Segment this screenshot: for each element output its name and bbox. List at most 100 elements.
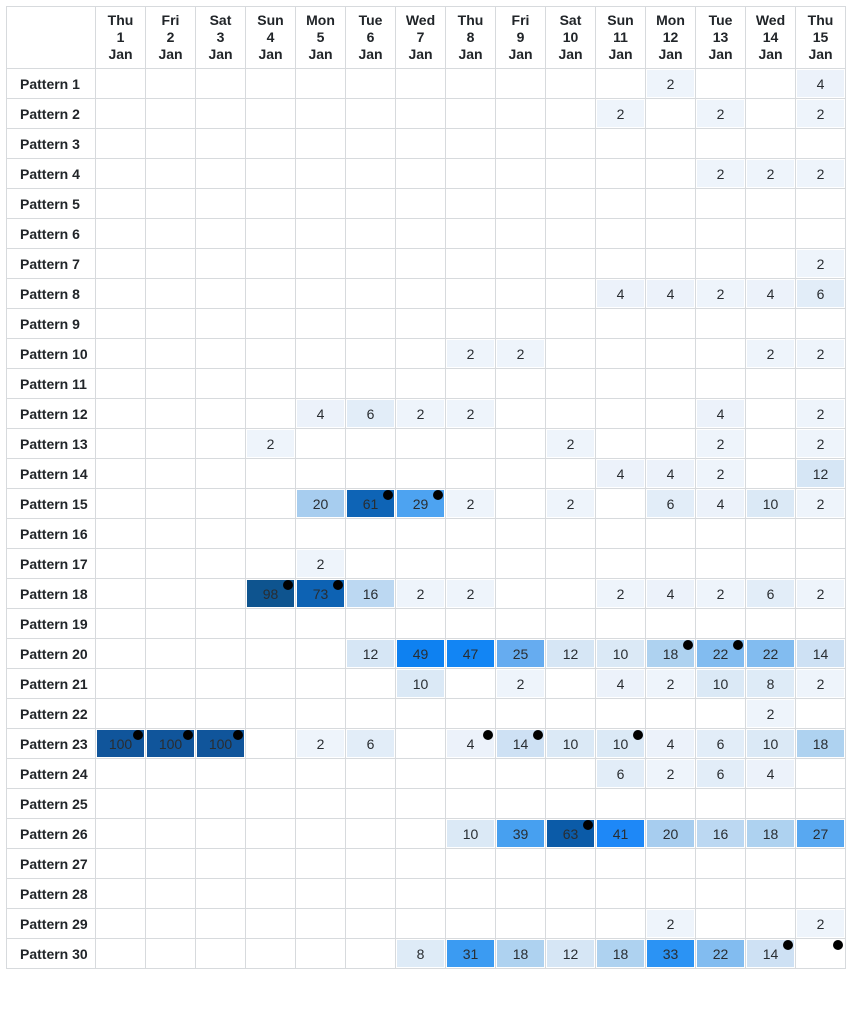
heatmap-cell[interactable] (745, 98, 796, 129)
heatmap-cell[interactable] (695, 188, 746, 219)
heatmap-cell[interactable]: 12 (545, 638, 596, 669)
heatmap-cell[interactable] (195, 788, 246, 819)
heatmap-cell[interactable]: 2 (445, 578, 496, 609)
heatmap-cell[interactable]: 2 (545, 428, 596, 459)
heatmap-cell[interactable] (145, 518, 196, 549)
heatmap-cell[interactable] (495, 248, 546, 279)
heatmap-cell[interactable] (195, 218, 246, 249)
heatmap-cell[interactable] (95, 128, 146, 159)
heatmap-cell[interactable] (295, 158, 346, 189)
heatmap-cell[interactable] (395, 878, 446, 909)
heatmap-cell[interactable] (495, 878, 546, 909)
heatmap-cell[interactable] (795, 698, 846, 729)
heatmap-cell[interactable] (495, 158, 546, 189)
heatmap-cell[interactable] (195, 278, 246, 309)
heatmap-cell[interactable] (495, 98, 546, 129)
heatmap-cell[interactable]: 2 (645, 908, 696, 939)
heatmap-cell[interactable] (795, 788, 846, 819)
heatmap-cell[interactable] (445, 68, 496, 99)
heatmap-cell[interactable] (295, 458, 346, 489)
heatmap-cell[interactable] (295, 638, 346, 669)
heatmap-cell[interactable]: 4 (595, 278, 646, 309)
heatmap-cell[interactable] (245, 308, 296, 339)
heatmap-cell[interactable] (245, 68, 296, 99)
heatmap-cell[interactable] (645, 788, 696, 819)
heatmap-cell[interactable] (245, 608, 296, 639)
heatmap-cell[interactable] (445, 518, 496, 549)
heatmap-cell[interactable] (145, 878, 196, 909)
heatmap-cell[interactable] (495, 278, 546, 309)
heatmap-cell[interactable]: 22 (695, 938, 746, 969)
heatmap-cell[interactable] (95, 578, 146, 609)
heatmap-cell[interactable]: 10 (595, 728, 646, 759)
heatmap-cell[interactable] (345, 278, 396, 309)
heatmap-cell[interactable] (445, 308, 496, 339)
heatmap-cell[interactable] (295, 788, 346, 819)
heatmap-cell[interactable] (795, 548, 846, 579)
heatmap-cell[interactable]: 73 (295, 578, 346, 609)
heatmap-cell[interactable]: 2 (695, 458, 746, 489)
heatmap-cell[interactable] (295, 248, 346, 279)
heatmap-cell[interactable] (595, 188, 646, 219)
heatmap-cell[interactable] (495, 518, 546, 549)
heatmap-cell[interactable] (495, 608, 546, 639)
heatmap-cell[interactable] (495, 218, 546, 249)
heatmap-cell[interactable] (345, 338, 396, 369)
heatmap-cell[interactable] (395, 728, 446, 759)
heatmap-cell[interactable] (195, 578, 246, 609)
heatmap-cell[interactable]: 12 (795, 458, 846, 489)
heatmap-cell[interactable]: 6 (795, 278, 846, 309)
heatmap-cell[interactable] (445, 908, 496, 939)
heatmap-cell[interactable] (345, 98, 396, 129)
heatmap-cell[interactable] (495, 488, 546, 519)
heatmap-cell[interactable] (145, 668, 196, 699)
heatmap-cell[interactable] (595, 218, 646, 249)
heatmap-cell[interactable] (395, 248, 446, 279)
heatmap-cell[interactable] (345, 548, 396, 579)
heatmap-cell[interactable]: 20 (295, 488, 346, 519)
heatmap-cell[interactable] (95, 188, 146, 219)
heatmap-cell[interactable]: 6 (695, 728, 746, 759)
heatmap-cell[interactable] (195, 818, 246, 849)
heatmap-cell[interactable] (145, 428, 196, 459)
heatmap-cell[interactable] (695, 548, 746, 579)
heatmap-cell[interactable] (545, 788, 596, 819)
heatmap-cell[interactable] (195, 368, 246, 399)
heatmap-cell[interactable] (695, 368, 746, 399)
heatmap-cell[interactable] (345, 248, 396, 279)
heatmap-cell[interactable] (245, 728, 296, 759)
heatmap-cell[interactable] (745, 908, 796, 939)
heatmap-cell[interactable]: 10 (695, 668, 746, 699)
heatmap-cell[interactable] (245, 248, 296, 279)
heatmap-cell[interactable] (645, 158, 696, 189)
heatmap-cell[interactable]: 39 (495, 818, 546, 849)
heatmap-cell[interactable]: 2 (745, 698, 796, 729)
heatmap-cell[interactable] (345, 788, 396, 819)
heatmap-cell[interactable]: 4 (595, 458, 646, 489)
heatmap-cell[interactable] (595, 608, 646, 639)
heatmap-cell[interactable] (745, 878, 796, 909)
heatmap-cell[interactable] (395, 608, 446, 639)
heatmap-cell[interactable] (445, 128, 496, 159)
heatmap-cell[interactable]: 2 (395, 398, 446, 429)
heatmap-cell[interactable] (445, 698, 496, 729)
heatmap-cell[interactable] (295, 878, 346, 909)
heatmap-cell[interactable] (545, 878, 596, 909)
heatmap-cell[interactable] (545, 848, 596, 879)
heatmap-cell[interactable] (95, 908, 146, 939)
heatmap-cell[interactable] (745, 248, 796, 279)
heatmap-cell[interactable] (345, 128, 396, 159)
heatmap-cell[interactable]: 2 (695, 278, 746, 309)
heatmap-cell[interactable] (95, 428, 146, 459)
heatmap-cell[interactable] (695, 338, 746, 369)
heatmap-cell[interactable] (145, 68, 196, 99)
heatmap-cell[interactable]: 12 (345, 638, 396, 669)
heatmap-cell[interactable] (195, 338, 246, 369)
heatmap-cell[interactable] (295, 188, 346, 219)
heatmap-cell[interactable]: 2 (645, 668, 696, 699)
heatmap-cell[interactable] (595, 368, 646, 399)
heatmap-cell[interactable]: 2 (695, 578, 746, 609)
heatmap-cell[interactable] (795, 218, 846, 249)
heatmap-cell[interactable] (95, 608, 146, 639)
heatmap-cell[interactable] (295, 698, 346, 729)
